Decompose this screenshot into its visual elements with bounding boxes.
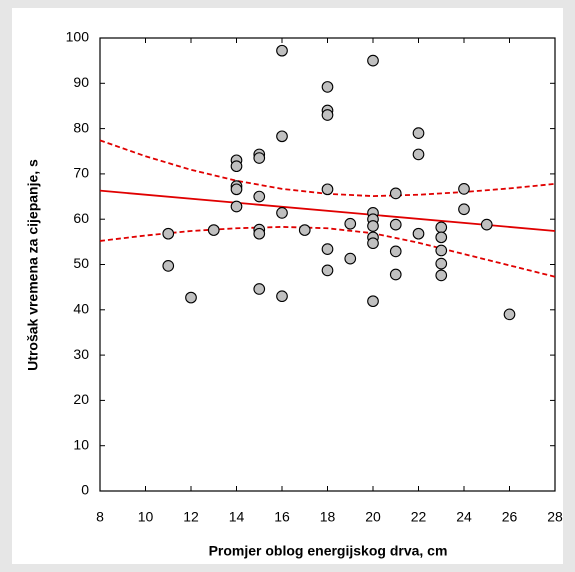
- point: [367, 220, 379, 232]
- point: [276, 207, 288, 219]
- point: [435, 221, 448, 234]
- y-tick-label: 60: [73, 210, 89, 226]
- y-tick-label: 90: [73, 74, 89, 90]
- point: [389, 245, 402, 258]
- point: [435, 257, 448, 270]
- x-tick-label: 12: [183, 509, 199, 525]
- chart-background: [12, 8, 563, 564]
- x-tick-label: 28: [547, 509, 563, 525]
- point: [435, 244, 448, 257]
- x-axis-label: Promjer oblog energijskog drva, cm: [209, 543, 448, 559]
- y-tick-label: 20: [73, 391, 89, 407]
- point: [458, 182, 470, 195]
- point: [207, 224, 220, 236]
- y-tick-label: 10: [73, 436, 89, 452]
- point: [185, 291, 197, 304]
- point: [367, 295, 379, 308]
- point: [321, 109, 334, 121]
- point: [253, 190, 266, 203]
- point: [321, 264, 334, 277]
- point: [321, 81, 334, 93]
- point: [162, 227, 175, 240]
- y-tick-label: 80: [73, 119, 89, 135]
- point: [503, 308, 516, 321]
- point: [344, 217, 357, 230]
- point: [253, 283, 266, 295]
- point: [480, 218, 493, 231]
- point: [412, 127, 425, 139]
- x-tick-label: 26: [502, 509, 518, 525]
- point: [412, 227, 425, 240]
- point: [458, 203, 470, 216]
- point: [253, 227, 266, 240]
- point: [389, 268, 402, 281]
- y-tick-label: 70: [73, 165, 89, 181]
- y-tick-label: 0: [81, 482, 89, 498]
- point: [367, 54, 379, 67]
- y-axis-label: Utrošak vremena za cijepanje, s: [25, 159, 41, 371]
- x-tick-label: 18: [320, 509, 336, 525]
- point: [389, 187, 402, 200]
- x-tick-label: 8: [96, 509, 104, 525]
- point: [321, 183, 334, 196]
- point: [230, 183, 243, 196]
- y-tick-label: 100: [66, 29, 90, 45]
- point: [276, 130, 288, 143]
- point: [276, 290, 288, 303]
- point: [344, 252, 357, 265]
- y-tick-label: 40: [73, 301, 89, 317]
- point: [298, 224, 311, 236]
- x-tick-label: 14: [229, 509, 245, 525]
- point: [276, 44, 288, 57]
- y-tick-label: 30: [73, 346, 89, 362]
- point: [230, 200, 243, 213]
- point: [435, 231, 448, 244]
- x-tick-label: 24: [456, 509, 472, 525]
- y-tick-label: 50: [73, 255, 89, 271]
- point: [321, 243, 334, 255]
- point: [412, 148, 425, 161]
- x-tick-label: 10: [138, 509, 154, 525]
- confidence-band: [99, 226, 556, 278]
- point: [162, 260, 175, 272]
- point: [435, 269, 448, 282]
- x-tick-label: 20: [365, 509, 381, 525]
- point: [367, 237, 379, 250]
- point: [230, 160, 243, 173]
- x-tick-label: 22: [411, 509, 427, 525]
- point: [389, 218, 402, 231]
- point: [253, 152, 266, 164]
- x-tick-label: 16: [274, 509, 290, 525]
- regression-line: [99, 189, 556, 232]
